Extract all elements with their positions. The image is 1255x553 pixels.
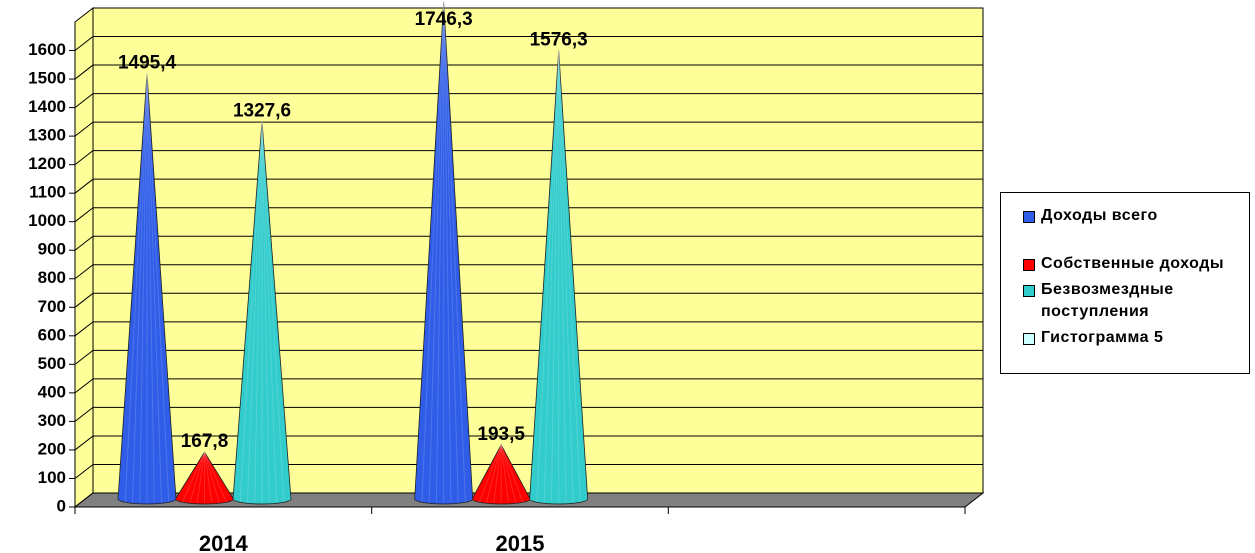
grid-line: [74, 463, 983, 479]
cone-shade: [558, 50, 574, 503]
cone-shade: [261, 121, 277, 503]
legend-label: Собственные доходы: [1041, 255, 1225, 272]
grid-line: [74, 292, 983, 308]
cone-shade: [500, 444, 509, 503]
cone-shade: [239, 121, 263, 503]
cone: [529, 50, 589, 505]
y-tick-label: 200: [38, 439, 66, 458]
cone-shade: [254, 121, 263, 503]
cone-shade: [435, 1, 445, 503]
grid-line: [74, 349, 983, 365]
y-tick-label: 1100: [29, 183, 66, 202]
value-label: 193,5: [477, 424, 525, 445]
grid-line: [74, 207, 983, 223]
legend-label: Безвозмездные поступления: [1041, 281, 1174, 320]
legend-entry: Безвозмездные поступления: [1023, 279, 1243, 323]
cone-shade: [443, 1, 459, 503]
legend-entry: Гистограмма 5: [1023, 327, 1243, 349]
value-label: 167,8: [181, 431, 229, 452]
cone-shade: [543, 50, 560, 503]
y-tick-label: 1600: [28, 40, 66, 59]
y-tick-label: 1300: [28, 126, 66, 145]
grid-line: [74, 435, 983, 451]
cone-shade: [550, 50, 560, 503]
y-tick-label: 900: [38, 240, 66, 259]
grid-line: [74, 406, 983, 422]
cone-shade: [204, 451, 227, 503]
legend-swatch: [1023, 259, 1035, 271]
cone-shade: [139, 73, 148, 503]
grid-line: [74, 121, 983, 137]
cone-shade: [558, 50, 567, 503]
cone-shade: [558, 50, 581, 503]
legend-label: Доходы всего: [1041, 207, 1158, 224]
cone-shade: [146, 73, 162, 503]
cone-shade: [536, 50, 560, 503]
grid-line: [74, 264, 983, 280]
y-tick-label: 1500: [28, 69, 66, 88]
cone-shade: [247, 121, 263, 503]
cone-shade: [443, 1, 466, 503]
y-tick-label: 1400: [28, 97, 66, 116]
cone-shade: [132, 73, 148, 503]
legend-entry: Доходы всего: [1023, 205, 1243, 227]
y-tick-label: 300: [38, 411, 66, 430]
cone-shade: [204, 451, 220, 503]
y-tick-label: 1000: [28, 211, 66, 230]
cone-shade: [146, 73, 155, 503]
grid-line: [74, 321, 983, 337]
cone-shade: [443, 1, 452, 503]
y-tick-label: 500: [38, 354, 66, 373]
y-tick-label: 800: [38, 268, 66, 287]
cone-shade: [261, 121, 285, 503]
cone-shade: [189, 451, 205, 503]
x-tick-label: 2015: [496, 531, 545, 553]
y-tick-label: 400: [38, 382, 66, 401]
cone: [232, 121, 292, 505]
y-tick-label: 1200: [28, 154, 66, 173]
grid-line: [74, 150, 983, 166]
cone-shade: [493, 444, 502, 503]
side-wall: [74, 6, 94, 509]
value-label: 1576,3: [530, 29, 588, 50]
value-label: 1495,4: [118, 52, 177, 73]
cone-shade: [261, 121, 270, 503]
y-tick-label: 600: [38, 325, 66, 344]
value-label: 1327,6: [233, 100, 291, 121]
value-label: 1746,3: [415, 9, 473, 30]
legend-label: Гистограмма 5: [1041, 329, 1164, 346]
cone-shade: [146, 73, 170, 503]
cone-shade: [478, 444, 502, 503]
y-tick-label: 700: [38, 297, 66, 316]
grid-line: [74, 64, 983, 80]
legend-swatch: [1023, 285, 1035, 297]
cone-shade: [421, 1, 445, 503]
legend: Доходы всего Собственные доходы Безвозмезд…: [1000, 192, 1250, 374]
y-tick-label: 0: [57, 496, 66, 515]
legend-entry: Собственные доходы: [1023, 253, 1243, 275]
grid-line: [74, 178, 983, 194]
cone-shade: [196, 452, 205, 503]
cone-shade: [500, 444, 517, 503]
cone-shade: [500, 444, 524, 503]
cone-shade: [182, 451, 205, 503]
y-tick-label: 100: [38, 468, 66, 487]
cone-shade: [204, 452, 213, 503]
legend-swatch: [1023, 333, 1035, 345]
grid-line: [74, 378, 983, 394]
x-tick-label: 2014: [199, 531, 249, 553]
grid-line: [74, 36, 983, 51]
grid-line: [74, 235, 983, 251]
cone-shade: [124, 73, 148, 503]
grid-line: [74, 93, 983, 108]
cone-shade: [428, 1, 445, 503]
legend-swatch: [1023, 211, 1035, 223]
cone-shade: [486, 444, 502, 503]
